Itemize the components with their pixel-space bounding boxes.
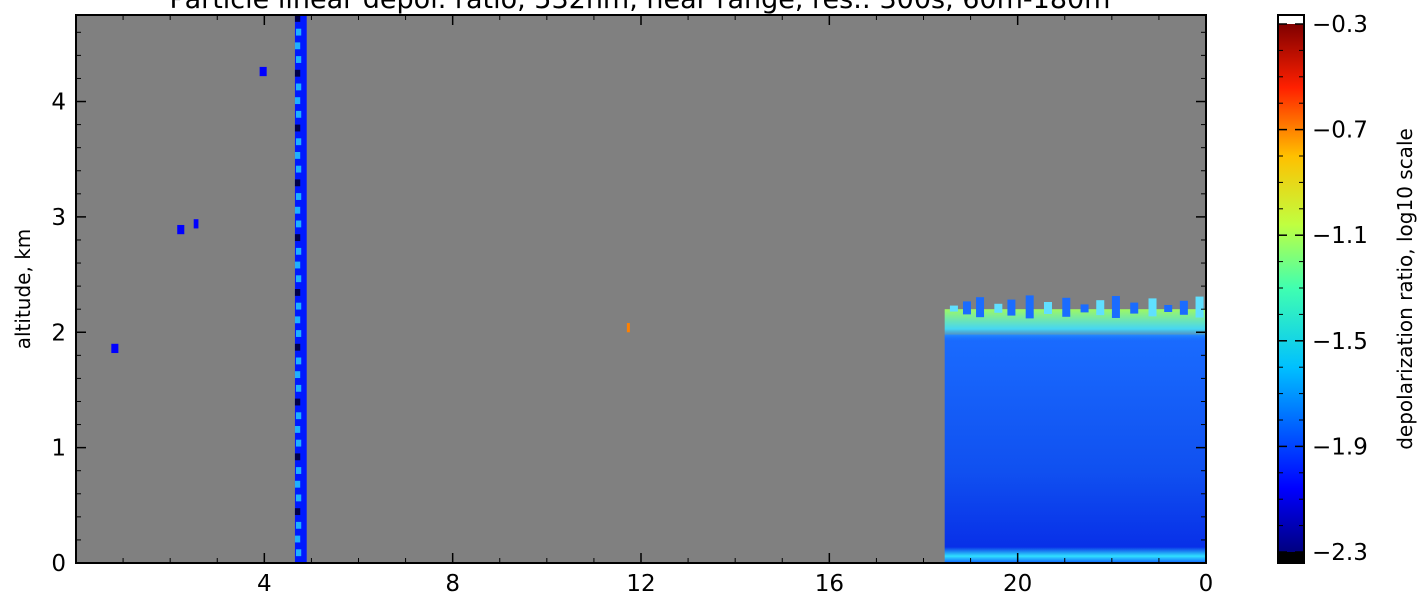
vertical-stripe-texture: [294, 179, 301, 187]
vertical-stripe-texture: [295, 138, 302, 146]
colorbar-tick-label: −0.7: [1312, 118, 1368, 144]
colorbar: [1277, 14, 1305, 564]
vertical-stripe-texture: [295, 494, 302, 502]
cloud-top-pixel: [1164, 304, 1173, 312]
vertical-stripe-texture: [294, 152, 301, 159]
vertical-stripe-texture: [294, 535, 301, 543]
vertical-stripe-texture: [294, 426, 301, 433]
cloud-top-pixel: [1130, 302, 1139, 314]
colorbar-tick-label: −0.3: [1312, 12, 1368, 38]
cloud-top-pixel: [1080, 304, 1089, 313]
x-tick-labels: 4 8 12 16 20 0: [257, 571, 1213, 597]
cloud-top-pixel: [1111, 295, 1120, 318]
y-axis-label: altitude, km: [11, 229, 35, 350]
vertical-stripe-texture: [295, 521, 302, 529]
cloud-layer: [944, 295, 1206, 563]
y-tick-labels: 0 1 2 3 4: [51, 90, 66, 577]
feature-speck: [259, 66, 267, 77]
x-tick-label: 0: [1199, 571, 1214, 597]
y-tick-label: 3: [51, 205, 66, 231]
cloud-top-pixel: [994, 303, 1003, 313]
vertical-stripe-texture: [294, 261, 301, 269]
cloud-layer-body: [944, 334, 1206, 563]
colorbar-tick-label: −2.3: [1312, 540, 1368, 566]
colorbar-ticks: [1278, 23, 1304, 553]
vertical-stripe-texture: [295, 302, 302, 310]
vertical-stripe-texture: [295, 412, 302, 420]
colorbar-label: depolarization ratio, log10 scale: [1393, 128, 1417, 450]
feature-speck: [111, 343, 119, 354]
vertical-stripe-texture: [295, 384, 302, 392]
x-tick-label: 16: [815, 571, 844, 597]
vertical-stripe-texture: [295, 56, 302, 63]
x-tick-label: 8: [445, 571, 460, 597]
y-tick-label: 0: [51, 551, 66, 577]
colorbar-over-cap: [1278, 15, 1304, 24]
cloud-layer-top: [944, 309, 1206, 343]
vertical-stripe-texture: [294, 343, 301, 351]
vertical-stripe-texture: [294, 371, 301, 379]
vertical-stripe-texture: [295, 439, 302, 447]
vertical-stripe-texture: [294, 398, 301, 406]
colorbar-under-cap: [1278, 552, 1304, 563]
vertical-stripe-texture: [294, 316, 301, 324]
colorbar-tick-label: −1.9: [1312, 434, 1368, 460]
vertical-stripe: [294, 15, 307, 563]
vertical-stripe-texture: [294, 480, 301, 488]
vertical-stripe-texture: [295, 193, 302, 200]
cloud-top-pixel: [1062, 297, 1071, 317]
vertical-stripe-texture: [294, 289, 301, 296]
vertical-stripe-texture: [295, 110, 302, 118]
x-tick-label: 12: [626, 571, 655, 597]
cloud-top-pixel: [1148, 298, 1157, 317]
plot-frame: [75, 14, 1207, 564]
cloud-top-pixel: [1179, 300, 1188, 315]
vertical-stripe-texture: [295, 467, 302, 474]
vertical-stripe-texture: [294, 453, 301, 461]
vertical-stripe-texture: [294, 69, 301, 77]
chart-title: Particle linear depol. ratio, 532nm, nea…: [170, 0, 1111, 15]
vertical-stripe-texture: [295, 83, 302, 91]
heatmap-features: [111, 15, 1206, 563]
vertical-stripe-texture: [294, 15, 301, 22]
vertical-stripe-texture: [294, 42, 301, 50]
colorbar-tick-labels: −0.3 −0.7 −1.1 −1.5 −1.9 −2.3: [1312, 12, 1368, 566]
vertical-stripe-texture: [295, 165, 302, 173]
vertical-stripe-texture: [295, 330, 302, 337]
vertical-stripe-texture: [295, 220, 302, 228]
colorbar-tick-label: −1.5: [1312, 329, 1368, 355]
feature-speck: [193, 219, 199, 229]
cloud-top-pixel: [1195, 296, 1204, 318]
x-tick-label: 4: [257, 571, 272, 597]
x-tick-label: 20: [1003, 571, 1032, 597]
cloud-top-pixel: [1007, 299, 1016, 316]
vertical-stripe-texture: [294, 206, 301, 214]
vertical-stripe-texture: [295, 549, 302, 557]
cloud-top-pixel: [1025, 295, 1034, 319]
y-tick-label: 1: [51, 436, 66, 462]
vertical-stripe-texture: [294, 97, 301, 105]
vertical-stripe-texture: [295, 357, 302, 365]
y-tick-label: 4: [51, 90, 66, 116]
cloud-top-pixel: [976, 297, 985, 318]
feature-speck: [177, 224, 185, 235]
cloud-top-pixel: [1096, 300, 1105, 316]
cloud-top-pixel: [949, 305, 958, 312]
vertical-stripe-texture: [294, 508, 301, 516]
cloud-top-pixel: [962, 301, 971, 315]
vertical-stripe-texture: [295, 28, 302, 36]
feature-speck: [626, 323, 630, 333]
vertical-stripe-texture: [294, 124, 301, 132]
y-tick-label: 2: [51, 320, 66, 346]
vertical-stripe-texture: [295, 247, 302, 255]
vertical-stripe-texture: [294, 234, 301, 242]
colorbar-tick-label: −1.1: [1312, 223, 1368, 249]
colorbar-frame: [1277, 14, 1305, 564]
cloud-top-pixel: [1043, 301, 1052, 314]
vertical-stripe-body: [294, 15, 307, 563]
vertical-stripe-texture: [295, 275, 302, 283]
